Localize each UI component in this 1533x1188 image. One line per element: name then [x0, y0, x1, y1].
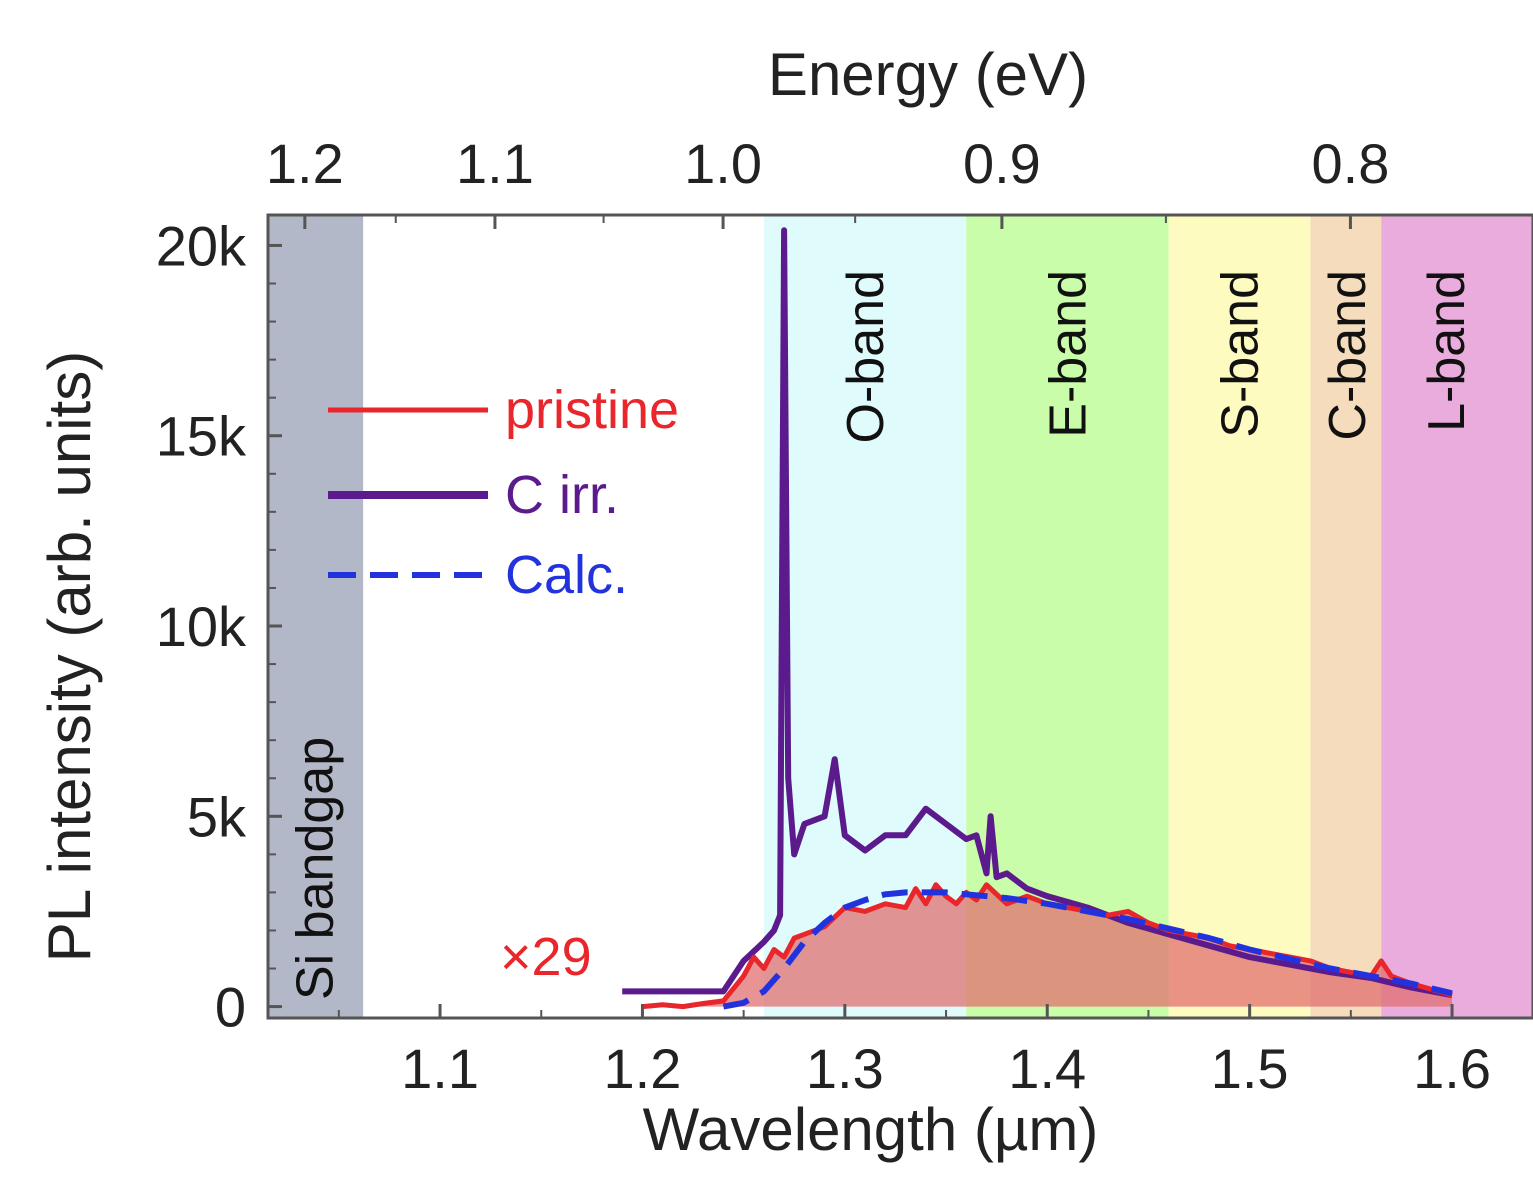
- x2-tick-label: 1.0: [684, 132, 762, 195]
- band-label-o-band: O-band: [837, 270, 895, 443]
- x2-tick-label: 1.2: [266, 132, 344, 195]
- y-tick-label: 15k: [156, 405, 247, 468]
- series-calc-line: [722, 889, 1453, 1010]
- y-tick-label: 10k: [156, 595, 247, 658]
- pristine-scale-annotation: ×29: [500, 927, 592, 987]
- band-o-band: [763, 215, 967, 1018]
- plot-border: [266, 213, 1533, 1020]
- band-label-s-band: S-band: [1212, 270, 1270, 438]
- x-axis-title: Wavelength (µm): [643, 1096, 1099, 1163]
- x-tick-label: 1.2: [604, 1037, 682, 1100]
- series-lines: [622, 227, 1453, 1010]
- band-backgrounds: [268, 215, 1533, 1018]
- x-tick-label: 1.6: [1413, 1037, 1491, 1100]
- legend: pristine C irr. Calc. ×29: [328, 380, 679, 987]
- band-si-bandgap: [268, 215, 364, 1018]
- axis-titles: Wavelength (µm) Energy (eV) PL intensity (…: [36, 41, 1098, 1163]
- y-tick-label: 5k: [187, 785, 247, 848]
- band-c-band: [1310, 215, 1382, 1018]
- band-l-band: [1381, 215, 1533, 1018]
- x2-tick-label: 0.9: [963, 132, 1041, 195]
- pristine-fill: [642, 884, 1453, 1007]
- x2-tick-label: 0.8: [1312, 132, 1390, 195]
- series-c-irr-line: [622, 227, 1453, 999]
- band-label-c-band: C-band: [1319, 270, 1377, 441]
- legend-label-calc: Calc.: [505, 545, 628, 605]
- pristine-fill-area: [642, 884, 1453, 1007]
- x-tick-label: 1.1: [401, 1037, 479, 1100]
- legend-label-c-irr: C irr.: [505, 465, 619, 525]
- x-tick-label: 1.4: [1008, 1037, 1086, 1100]
- x-tick-label: 1.5: [1211, 1037, 1289, 1100]
- axis-ticks: 1.1 1.2 1.3 1.4 1.5 1.6 1.2 1.1 1.0 0.9 0.8 0 5k 10k 1…: [156, 132, 1491, 1100]
- plot-frame: [266, 213, 1533, 1020]
- y-tick-label: 20k: [156, 214, 247, 277]
- y-axis-title: PL intensity (arb. units): [36, 351, 103, 962]
- x2-tick-label: 1.1: [456, 132, 534, 195]
- band-label-e-band: E-band: [1039, 270, 1097, 438]
- band-s-band: [1168, 215, 1311, 1018]
- band-label-l-band: L-band: [1418, 270, 1476, 432]
- band-label-si-bandgap: Si bandgap: [287, 737, 345, 1000]
- band-e-band: [966, 215, 1169, 1018]
- x-tick-label: 1.3: [806, 1037, 884, 1100]
- x2-axis-title: Energy (eV): [768, 41, 1088, 108]
- series-pristine-line: [642, 882, 1453, 1010]
- legend-label-pristine: pristine: [505, 380, 679, 440]
- band-labels: Si bandgap O-band E-band S-band C-band L-band: [287, 270, 1476, 1000]
- y-tick-label: 0: [215, 976, 246, 1039]
